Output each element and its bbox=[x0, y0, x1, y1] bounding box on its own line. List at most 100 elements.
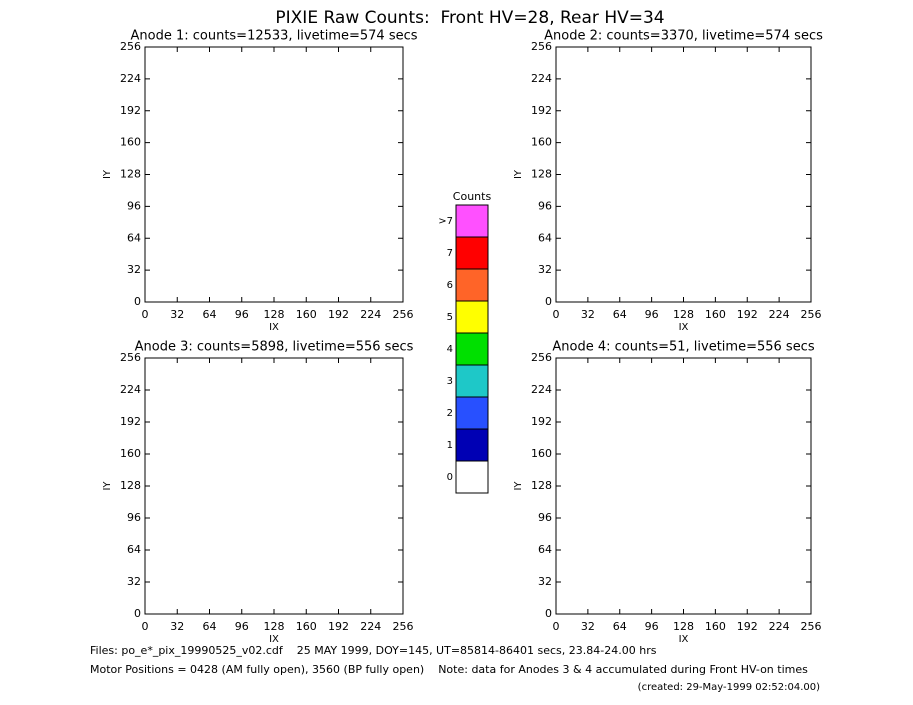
y-tick-label: 128 bbox=[531, 479, 552, 492]
x-tick-label: 0 bbox=[553, 620, 560, 633]
footer-created: (created: 29-May-1999 02:52:04.00) bbox=[638, 682, 820, 693]
y-tick-label: 192 bbox=[531, 415, 552, 428]
footer-files: Files: po_e*_pix_19990525_v02.cdf 25 MAY… bbox=[90, 644, 657, 657]
x-tick-label: 224 bbox=[769, 308, 790, 321]
y-tick-label: 256 bbox=[531, 40, 552, 53]
y-axis-label: IY bbox=[513, 169, 524, 179]
y-tick-label: 256 bbox=[120, 40, 141, 53]
x-tick-label: 224 bbox=[360, 620, 381, 633]
plot-frame bbox=[555, 357, 812, 615]
y-tick-label: 224 bbox=[531, 72, 552, 85]
colorbar-swatch bbox=[455, 460, 489, 494]
x-tick-label: 160 bbox=[705, 620, 726, 633]
x-tick-label: 160 bbox=[296, 620, 317, 633]
y-tick-label: 96 bbox=[127, 511, 141, 524]
figure-title: PIXIE Raw Counts: Front HV=28, Rear HV=3… bbox=[275, 8, 664, 28]
y-tick-label: 128 bbox=[120, 168, 141, 181]
x-tick-label: 0 bbox=[142, 308, 149, 321]
x-tick-label: 96 bbox=[645, 620, 659, 633]
x-axis-label: IX bbox=[269, 322, 279, 333]
x-tick-label: 256 bbox=[393, 308, 414, 321]
y-tick-label: 96 bbox=[127, 199, 141, 212]
plot-frame bbox=[144, 46, 404, 303]
y-tick-label: 224 bbox=[120, 383, 141, 396]
x-axis-label: IX bbox=[269, 634, 279, 645]
y-tick-label: 0 bbox=[545, 295, 552, 308]
colorbar-swatch bbox=[455, 428, 489, 462]
y-tick-label: 192 bbox=[120, 415, 141, 428]
colorbar-label: 7 bbox=[447, 248, 453, 259]
x-tick-label: 0 bbox=[142, 620, 149, 633]
y-tick-label: 160 bbox=[120, 447, 141, 460]
y-tick-label: 192 bbox=[531, 104, 552, 117]
y-tick-label: 160 bbox=[531, 447, 552, 460]
y-tick-label: 32 bbox=[538, 263, 552, 276]
colorbar-label: 2 bbox=[447, 408, 453, 419]
x-axis-label: IX bbox=[679, 322, 689, 333]
y-tick-label: 128 bbox=[531, 168, 552, 181]
colorbar-label: 3 bbox=[447, 376, 453, 387]
y-tick-label: 160 bbox=[531, 136, 552, 149]
colorbar-swatch bbox=[455, 236, 489, 270]
panel-title: Anode 2: counts=3370, livetime=574 secs bbox=[544, 29, 823, 44]
panel-title: Anode 4: counts=51, livetime=556 secs bbox=[552, 340, 814, 355]
colorbar-label: >7 bbox=[438, 216, 453, 227]
panel-title: Anode 3: counts=5898, livetime=556 secs bbox=[135, 340, 414, 355]
colorbar-swatch bbox=[455, 300, 489, 334]
y-tick-label: 96 bbox=[538, 511, 552, 524]
x-tick-label: 224 bbox=[769, 620, 790, 633]
colorbar-swatch bbox=[455, 396, 489, 430]
y-tick-label: 160 bbox=[120, 136, 141, 149]
x-tick-label: 64 bbox=[203, 308, 217, 321]
x-tick-label: 160 bbox=[296, 308, 317, 321]
x-tick-label: 160 bbox=[705, 308, 726, 321]
colorbar-label: 1 bbox=[447, 440, 453, 451]
x-tick-label: 128 bbox=[673, 620, 694, 633]
colorbar-label: 4 bbox=[447, 344, 453, 355]
y-tick-label: 32 bbox=[127, 575, 141, 588]
y-tick-label: 0 bbox=[545, 607, 552, 620]
x-tick-label: 96 bbox=[235, 308, 249, 321]
y-tick-label: 64 bbox=[538, 231, 552, 244]
y-axis-label: IY bbox=[102, 481, 113, 491]
x-tick-label: 32 bbox=[581, 620, 595, 633]
x-tick-label: 32 bbox=[170, 620, 184, 633]
x-tick-label: 256 bbox=[801, 620, 822, 633]
x-tick-label: 0 bbox=[553, 308, 560, 321]
y-tick-label: 32 bbox=[538, 575, 552, 588]
footer-motor: Motor Positions = 0428 (AM fully open), … bbox=[90, 663, 808, 676]
colorbar-title: Counts bbox=[453, 190, 492, 203]
plot-frame bbox=[144, 357, 404, 615]
x-tick-label: 192 bbox=[737, 308, 758, 321]
colorbar-label: 6 bbox=[447, 280, 453, 291]
plot-frame bbox=[555, 46, 812, 303]
x-tick-label: 96 bbox=[645, 308, 659, 321]
y-tick-label: 224 bbox=[120, 72, 141, 85]
colorbar-swatch bbox=[455, 204, 489, 238]
x-tick-label: 96 bbox=[235, 620, 249, 633]
y-tick-label: 224 bbox=[531, 383, 552, 396]
x-tick-label: 224 bbox=[360, 308, 381, 321]
x-tick-label: 64 bbox=[613, 620, 627, 633]
x-tick-label: 192 bbox=[328, 620, 349, 633]
panel-title: Anode 1: counts=12533, livetime=574 secs bbox=[130, 29, 417, 44]
y-tick-label: 96 bbox=[538, 199, 552, 212]
y-tick-label: 128 bbox=[120, 479, 141, 492]
colorbar-swatch bbox=[455, 364, 489, 398]
y-tick-label: 64 bbox=[127, 231, 141, 244]
x-tick-label: 192 bbox=[328, 308, 349, 321]
colorbar-label: 0 bbox=[447, 472, 453, 483]
y-tick-label: 0 bbox=[134, 295, 141, 308]
y-axis-label: IY bbox=[513, 481, 524, 491]
y-tick-label: 32 bbox=[127, 263, 141, 276]
y-tick-label: 64 bbox=[538, 543, 552, 556]
x-tick-label: 256 bbox=[393, 620, 414, 633]
x-tick-label: 32 bbox=[170, 308, 184, 321]
colorbar-label: 5 bbox=[447, 312, 453, 323]
x-tick-label: 128 bbox=[264, 620, 285, 633]
y-axis-label: IY bbox=[102, 169, 113, 179]
x-tick-label: 192 bbox=[737, 620, 758, 633]
y-tick-label: 192 bbox=[120, 104, 141, 117]
y-tick-label: 64 bbox=[127, 543, 141, 556]
